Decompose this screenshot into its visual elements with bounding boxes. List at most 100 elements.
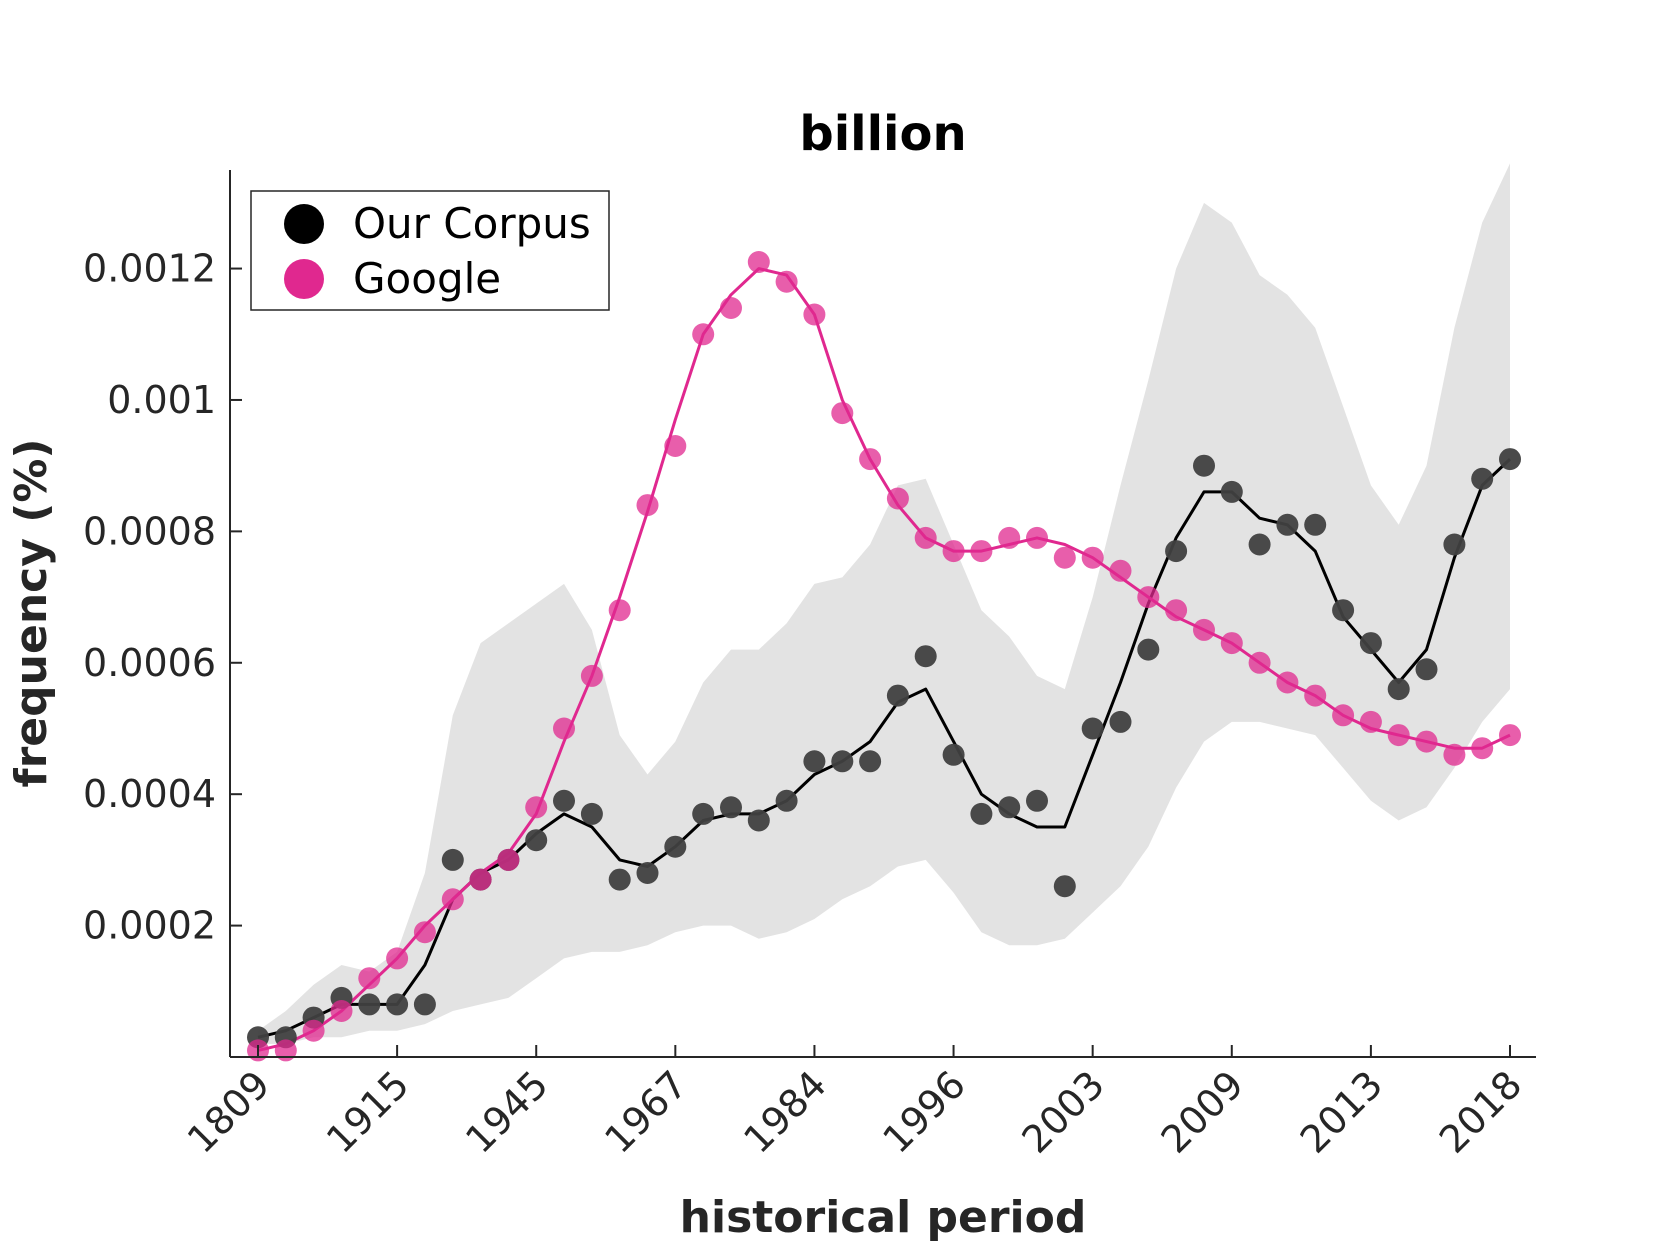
our-corpus-point: [1304, 513, 1327, 536]
our-corpus-point: [831, 750, 854, 773]
our-corpus-point: [1248, 533, 1271, 556]
google-point: [413, 921, 436, 944]
legend-label-google: Google: [353, 254, 501, 303]
google-point: [692, 323, 715, 346]
y-tick-label: 0.0002: [83, 904, 216, 948]
our-corpus-point: [1332, 599, 1355, 622]
x-tick-label: 1915: [318, 1062, 418, 1162]
x-tick-label: 2013: [1292, 1062, 1392, 1162]
google-point: [1443, 743, 1466, 766]
google-point: [1081, 546, 1104, 569]
our-corpus-point: [636, 862, 659, 884]
google-point: [886, 487, 909, 510]
google-point: [664, 435, 687, 457]
our-corpus-point: [553, 789, 575, 812]
our-corpus-point: [1165, 540, 1188, 563]
our-corpus-point: [1415, 658, 1438, 681]
our-corpus-point: [970, 802, 993, 825]
x-tick-label: 1809: [179, 1062, 279, 1162]
y-axis-title: frequency (%): [6, 438, 57, 787]
our-corpus-point: [775, 789, 798, 812]
x-tick-label: 2018: [1431, 1062, 1531, 1162]
google-point: [1359, 710, 1382, 733]
google-point: [1026, 526, 1048, 549]
axes: [229, 170, 1536, 1058]
our-corpus-point: [580, 802, 603, 825]
google-point: [1165, 599, 1188, 622]
google-point: [970, 540, 993, 563]
google-point: [497, 848, 520, 871]
our-corpus-point: [441, 848, 464, 871]
x-tick-label: 1996: [874, 1062, 974, 1162]
google-point: [1193, 618, 1215, 641]
our-corpus-point: [803, 750, 826, 773]
google-point: [386, 947, 409, 970]
y-tick-label: 0.0012: [83, 247, 216, 291]
google-trend-line: [257, 267, 1511, 1052]
our-corpus-point: [1387, 678, 1410, 701]
google-point: [1137, 586, 1160, 609]
google-point: [580, 664, 603, 687]
google-point: [1220, 632, 1243, 655]
google-point: [553, 717, 575, 740]
legend: Our Corpus Google: [250, 190, 610, 311]
y-tick-label: 0.0006: [83, 641, 216, 685]
y-tick-label: 0.0008: [83, 509, 216, 553]
legend-label-our-corpus: Our Corpus: [353, 199, 591, 248]
google-point: [831, 402, 854, 425]
x-tick-label: 2009: [1153, 1062, 1253, 1162]
our-corpus-point: [692, 802, 715, 825]
google-point: [330, 1000, 353, 1022]
our-corpus-point: [1137, 638, 1160, 661]
data-point-layer: [247, 251, 1521, 1062]
google-point: [1248, 651, 1271, 674]
google-point: [358, 967, 381, 990]
x-axis-title: historical period: [680, 1192, 1087, 1243]
y-ticks: 0.0002 0.0004 0.0006 0.0008 0.001 0.0012: [83, 247, 242, 948]
google-point: [720, 297, 742, 319]
our-corpus-point: [1193, 454, 1215, 477]
google-point: [942, 540, 965, 563]
google-point: [469, 868, 492, 891]
our-corpus-point: [608, 868, 631, 891]
google-point: [1304, 684, 1327, 707]
google-point: [998, 526, 1021, 549]
google-point: [1053, 546, 1076, 569]
x-tick-label: 2003: [1014, 1062, 1114, 1162]
our-corpus-point: [1053, 875, 1076, 898]
x-ticks: 1809 1915 1945 1967 1984 1996 2003 2009 2013 2018: [179, 1045, 1531, 1162]
our-corpus-point: [914, 645, 937, 668]
google-point: [525, 796, 548, 819]
our-corpus-point: [1443, 533, 1466, 556]
our-corpus-point: [358, 993, 381, 1016]
our-corpus-point: [413, 993, 436, 1016]
our-corpus-point: [942, 743, 965, 766]
x-tick-label: 1967: [596, 1062, 696, 1162]
google-point: [1332, 704, 1355, 727]
google-point: [1387, 724, 1410, 747]
google-point: [1109, 559, 1132, 582]
google-point: [859, 448, 882, 471]
x-tick-label: 1984: [735, 1062, 835, 1162]
our-corpus-point: [1499, 448, 1521, 471]
chart-title: billion: [799, 106, 966, 162]
our-corpus-point: [386, 993, 409, 1016]
confidence-band-layer: [258, 163, 1510, 1044]
google-point: [914, 526, 937, 549]
legend-marker-google: [284, 259, 324, 299]
google-point: [1415, 730, 1438, 753]
google-point: [608, 599, 631, 622]
our-corpus-point: [1220, 480, 1243, 503]
our-corpus-point: [1359, 632, 1382, 655]
our-corpus-point: [998, 796, 1021, 819]
y-tick-label: 0.0004: [83, 772, 216, 816]
our-corpus-point: [1471, 467, 1494, 490]
our-corpus-point: [859, 750, 882, 773]
our-corpus-point: [720, 796, 742, 819]
google-point: [441, 888, 464, 911]
our-corpus-point: [886, 684, 909, 707]
our-corpus-point: [1026, 789, 1048, 812]
google-point: [1276, 671, 1299, 694]
google-point: [747, 251, 770, 273]
